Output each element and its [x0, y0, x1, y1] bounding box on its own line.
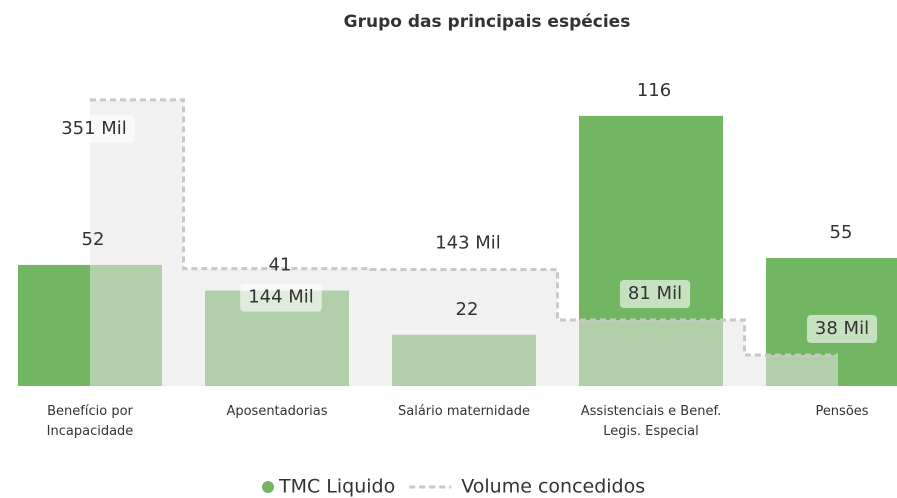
bar-label: 41	[269, 255, 292, 276]
area-label: 351 Mil	[61, 118, 127, 139]
legend: TMC Liquido Volume concedidos	[262, 476, 645, 498]
area-label: 143 Mil	[435, 232, 501, 253]
bar-label: 55	[830, 222, 853, 243]
label-bg	[619, 279, 691, 308]
bar-label: 22	[456, 299, 479, 320]
label-bg	[240, 283, 322, 312]
legend-label: TMC Liquido	[278, 476, 395, 498]
label-bg	[427, 229, 509, 258]
x-tick-label: Aposentadorias	[226, 404, 328, 419]
legend-label: Volume concedidos	[461, 476, 645, 498]
area-label: 38 Mil	[815, 318, 869, 339]
x-tick-label: Salário maternidade	[398, 404, 530, 419]
x-tick-label: Assistenciais e Benef. Legis. Especial	[580, 404, 722, 439]
area-label: 81 Mil	[628, 283, 682, 304]
legend-marker	[262, 481, 274, 493]
step-line	[90, 98, 838, 357]
bar-label: 52	[82, 229, 105, 250]
area	[90, 99, 838, 386]
x-tick-label: Pensões	[815, 404, 869, 419]
label-bg	[53, 114, 135, 143]
bar-label: 116	[637, 80, 671, 101]
area-label: 144 Mil	[248, 287, 314, 308]
label-bg	[806, 315, 878, 344]
chart-title: Grupo das principais espécies	[344, 12, 631, 32]
x-tick-label: Benefício por Incapacidade	[46, 404, 134, 439]
